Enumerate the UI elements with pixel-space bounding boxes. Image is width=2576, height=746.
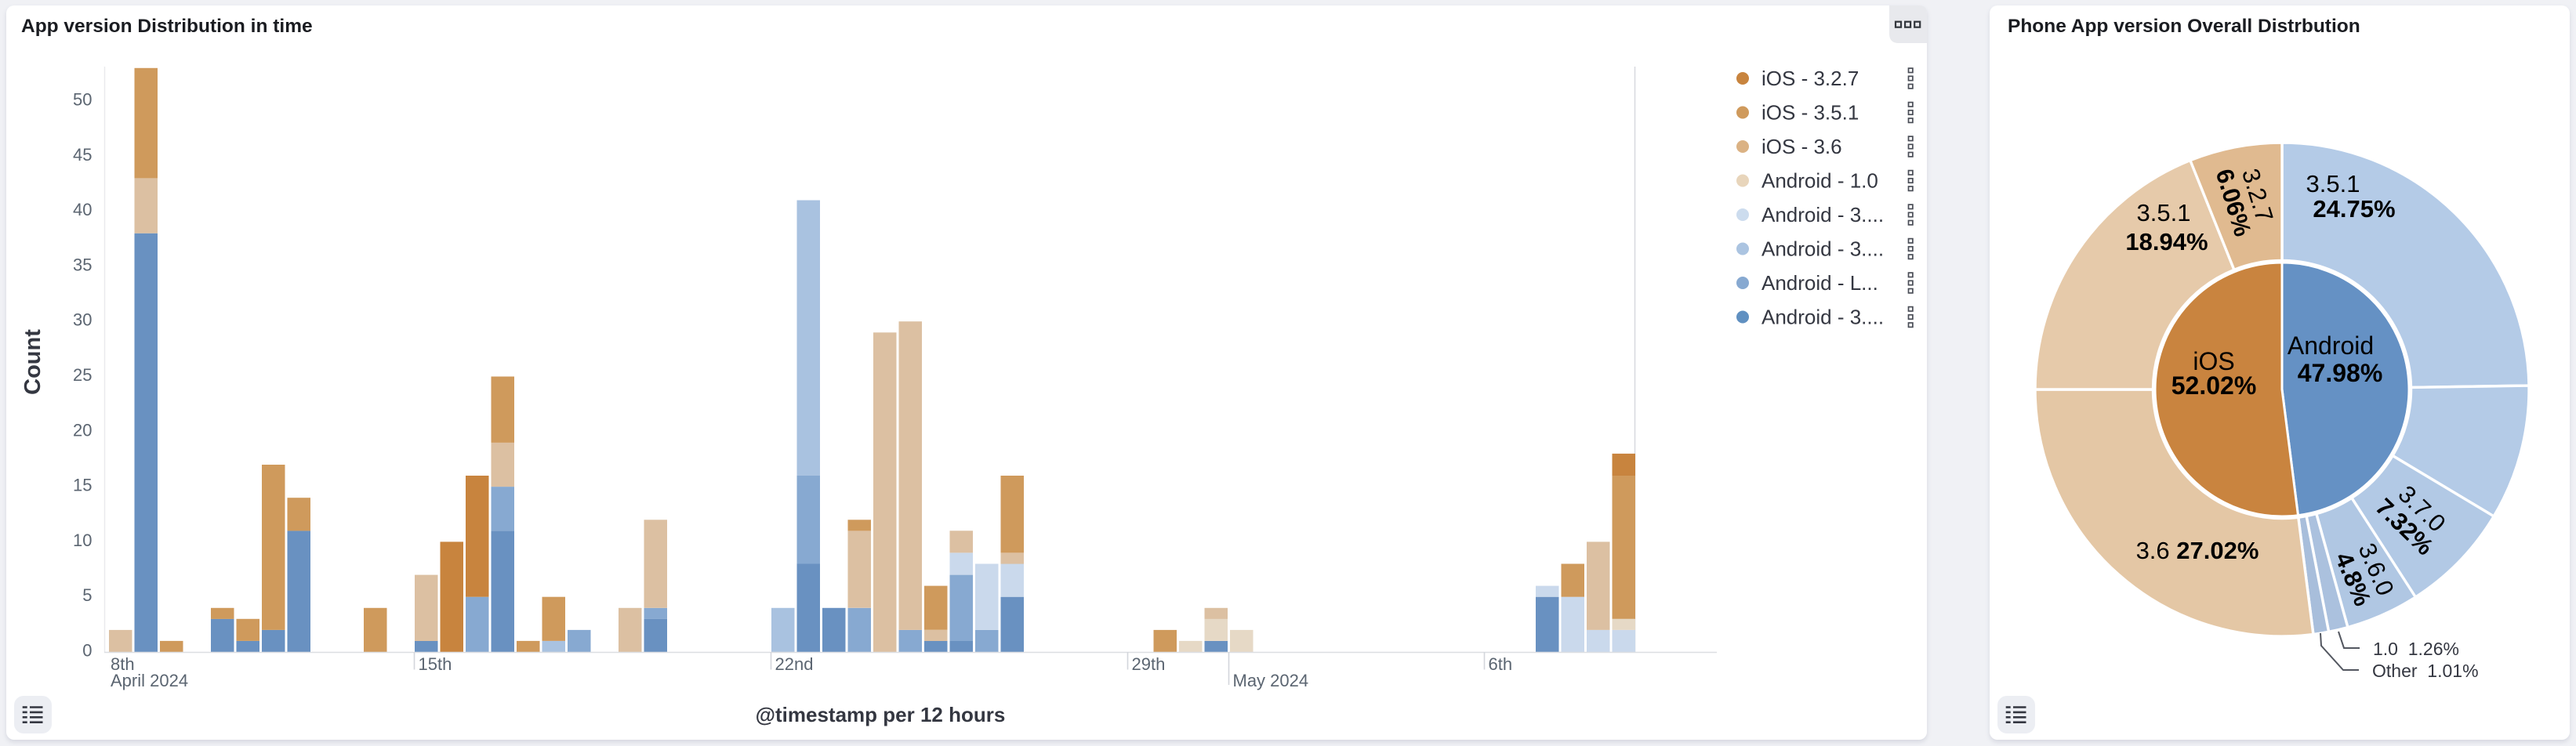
- svg-text:15: 15: [73, 476, 92, 495]
- svg-text:10: 10: [73, 531, 92, 550]
- svg-text:25: 25: [73, 365, 92, 385]
- svg-text:30: 30: [73, 310, 92, 330]
- svg-text:Android - L...: Android - L...: [1761, 271, 1878, 295]
- svg-text:Android - 3....: Android - 3....: [1761, 237, 1884, 261]
- svg-text:App version Distribution in ti: App version Distribution in time: [21, 16, 313, 37]
- svg-text:50: 50: [73, 90, 92, 110]
- svg-text:Android: Android: [2288, 331, 2374, 360]
- svg-text:3.5.1: 3.5.1: [2306, 170, 2360, 197]
- svg-text:iOS - 3.5.1: iOS - 3.5.1: [1761, 101, 1859, 125]
- svg-text:iOS - 3.2.7: iOS - 3.2.7: [1761, 67, 1859, 90]
- svg-text:1.0 1.26%: 1.0 1.26%: [2373, 639, 2459, 659]
- svg-text:35: 35: [73, 255, 92, 274]
- svg-text:0: 0: [82, 641, 92, 661]
- svg-text:24.75%: 24.75%: [2313, 195, 2395, 223]
- svg-text:6th: 6th: [1489, 654, 1513, 674]
- svg-text:April 2024: April 2024: [111, 671, 188, 690]
- svg-text:18.94%: 18.94%: [2125, 228, 2208, 255]
- svg-text:22nd: 22nd: [775, 654, 814, 674]
- svg-text:40: 40: [73, 200, 92, 219]
- svg-text:Other 1.01%: Other 1.01%: [2372, 661, 2479, 681]
- svg-text:@timestamp per 12 hours: @timestamp per 12 hours: [756, 703, 1006, 726]
- svg-text:Count: Count: [20, 329, 45, 395]
- svg-text:20: 20: [73, 420, 92, 440]
- svg-text:May 2024: May 2024: [1233, 671, 1309, 690]
- svg-text:15th: 15th: [419, 654, 452, 674]
- svg-text:Android - 3....: Android - 3....: [1761, 306, 1884, 329]
- svg-text:iOS - 3.6: iOS - 3.6: [1761, 135, 1842, 158]
- svg-text:3.5.1: 3.5.1: [2137, 199, 2191, 226]
- svg-text:5: 5: [82, 585, 92, 605]
- svg-text:47.98%: 47.98%: [2298, 359, 2383, 387]
- svg-text:3.6 27.02%: 3.6 27.02%: [2136, 537, 2259, 564]
- svg-text:Android - 1.0: Android - 1.0: [1761, 169, 1878, 193]
- svg-text:iOS: iOS: [2193, 347, 2234, 375]
- svg-text:8th: 8th: [111, 654, 135, 674]
- svg-text:Android - 3....: Android - 3....: [1761, 203, 1884, 226]
- svg-text:45: 45: [73, 145, 92, 165]
- svg-text:Phone App version Overall Dist: Phone App version Overall Distrbution: [2008, 16, 2360, 37]
- svg-text:29th: 29th: [1132, 654, 1166, 674]
- svg-text:52.02%: 52.02%: [2171, 371, 2257, 400]
